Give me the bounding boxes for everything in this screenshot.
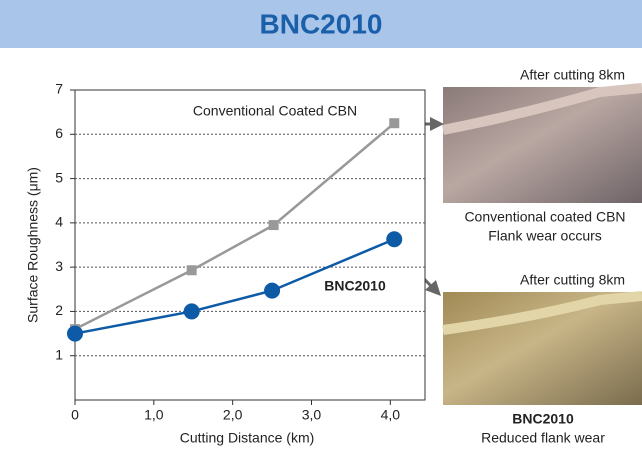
series-label: BNC2010	[324, 278, 386, 294]
y-tick-label: 7	[55, 81, 63, 97]
y-axis-label: Surface Roughness (μm)	[25, 167, 41, 323]
chart-title: BNC2010	[260, 8, 383, 39]
y-tick-label: 6	[55, 125, 63, 141]
point	[67, 326, 83, 342]
x-tick-label: 0	[71, 407, 79, 423]
photo-caption: Flank wear occurs	[488, 228, 602, 244]
arrow-head	[430, 117, 444, 131]
point	[184, 303, 200, 319]
photo-caption: After cutting 8km	[520, 272, 625, 288]
chart: BNC2010 After cutting 8km Conventional c…	[0, 0, 642, 454]
y-tick-label: 1	[55, 346, 63, 362]
plot-area	[75, 90, 425, 400]
x-tick-label: 4,0	[381, 407, 401, 423]
x-axis-label: Cutting Distance (km)	[180, 430, 315, 446]
photo-caption: Conventional coated CBN	[464, 209, 625, 225]
x-tick-label: 2,0	[223, 407, 243, 423]
x-tick-label: 1,0	[144, 407, 164, 423]
x-tick-label: 3,0	[302, 407, 322, 423]
point	[187, 265, 197, 275]
photo-caption: After cutting 8km	[520, 67, 625, 83]
point	[269, 220, 279, 230]
point	[386, 231, 402, 247]
y-tick-label: 4	[55, 214, 63, 230]
photo-caption: Reduced flank wear	[481, 430, 605, 446]
y-tick-label: 2	[55, 302, 63, 318]
point	[264, 283, 280, 299]
y-tick-label: 5	[55, 169, 63, 185]
photo-caption: BNC2010	[512, 411, 574, 427]
point	[389, 118, 399, 128]
series-label: Conventional Coated CBN	[193, 103, 357, 119]
y-tick-label: 3	[55, 258, 63, 274]
